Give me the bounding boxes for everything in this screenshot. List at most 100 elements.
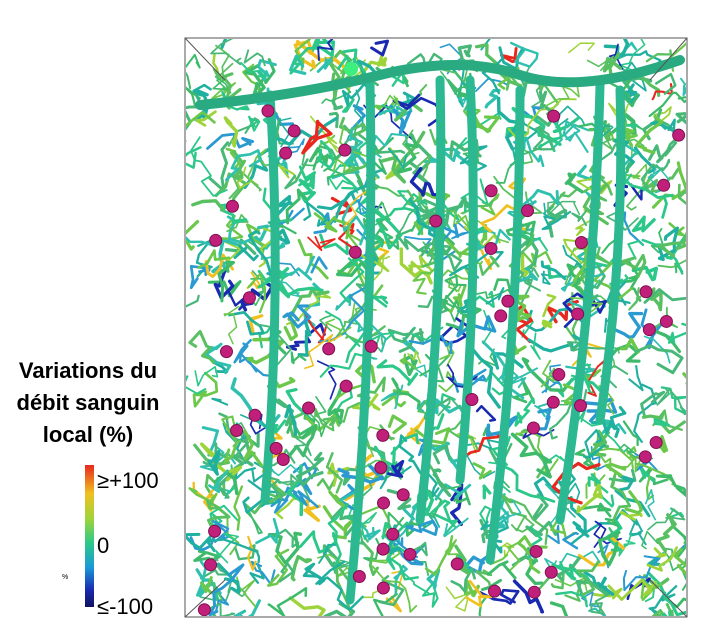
vessel (270, 486, 298, 514)
sphere (484, 241, 498, 255)
artery (455, 75, 478, 485)
vessel (207, 450, 221, 476)
artery (595, 85, 626, 425)
vessel (432, 243, 463, 272)
vessel (225, 149, 263, 182)
vessel (535, 90, 556, 127)
vessel (284, 404, 298, 437)
vessel (604, 462, 627, 478)
vessel (290, 554, 312, 582)
vessel (430, 499, 452, 523)
vessel (287, 286, 330, 321)
vessel (493, 278, 512, 293)
vessel (186, 110, 216, 143)
artery (260, 90, 280, 505)
vessel (282, 304, 312, 329)
vessel (623, 211, 645, 246)
vessel (246, 337, 285, 365)
vessel (475, 404, 497, 422)
vessel (186, 220, 200, 251)
vessel (529, 407, 552, 431)
vessel (677, 183, 686, 206)
vessel (620, 510, 643, 521)
sphere (403, 547, 417, 561)
sphere (348, 245, 362, 259)
vessel (221, 415, 242, 448)
vessel (479, 255, 500, 276)
vessel (661, 610, 671, 616)
vessel (450, 567, 476, 593)
vessel (233, 338, 252, 364)
vessel (325, 452, 344, 494)
vessel (481, 578, 502, 592)
vessel (254, 323, 292, 366)
vessel (643, 335, 671, 364)
vessel (604, 517, 620, 528)
sphere (377, 496, 391, 510)
vessel (293, 437, 320, 471)
vessel (492, 352, 524, 370)
vessel (405, 541, 428, 557)
sphere (230, 424, 244, 438)
vessel (264, 464, 303, 477)
vessel (363, 537, 381, 563)
vessel (433, 260, 483, 286)
vessel (379, 465, 412, 490)
vessel (328, 490, 348, 510)
vessel (496, 462, 556, 503)
vessel (351, 316, 387, 353)
vessel (328, 111, 339, 129)
vessel (608, 43, 623, 70)
vessel (551, 560, 591, 582)
vessel (341, 174, 358, 190)
vessel (223, 443, 238, 464)
vessel (374, 202, 390, 226)
vessel (571, 208, 589, 227)
sphere (279, 146, 293, 160)
vessel (596, 576, 615, 596)
vessel (647, 508, 686, 531)
vessel (562, 244, 588, 273)
vessel (319, 233, 349, 256)
vessel (285, 388, 311, 420)
sphere (544, 565, 558, 579)
vessel (186, 294, 200, 308)
vessel (408, 255, 433, 277)
vessel (318, 543, 338, 564)
vessel (593, 261, 633, 300)
vessel (205, 499, 231, 535)
legend-title: Variations du (19, 358, 157, 383)
vessel (455, 112, 502, 151)
vessel (618, 533, 636, 557)
vessel (358, 426, 385, 458)
vessel (283, 320, 299, 342)
vessel (654, 72, 677, 95)
artery (485, 85, 525, 565)
vessel (188, 330, 216, 365)
vessel (295, 451, 325, 487)
sphere (552, 368, 566, 382)
vessel (511, 546, 539, 567)
artery (415, 75, 446, 525)
vessel (372, 295, 389, 308)
vessel (208, 563, 245, 616)
vessel (402, 129, 420, 156)
vessel (212, 44, 234, 82)
vessel (432, 444, 451, 465)
vessel (197, 249, 231, 269)
sphere (484, 184, 498, 198)
vessel-network (186, 39, 686, 616)
vessel (375, 207, 426, 236)
vessel (408, 198, 438, 239)
vessel (284, 158, 309, 190)
sphere (501, 294, 515, 308)
vessel (653, 547, 668, 559)
vessel (303, 499, 321, 522)
sphere (302, 401, 316, 415)
vessel (316, 56, 334, 73)
vessel (653, 415, 670, 427)
sphere (574, 236, 588, 250)
vessel (376, 359, 419, 386)
vessel (243, 49, 266, 67)
